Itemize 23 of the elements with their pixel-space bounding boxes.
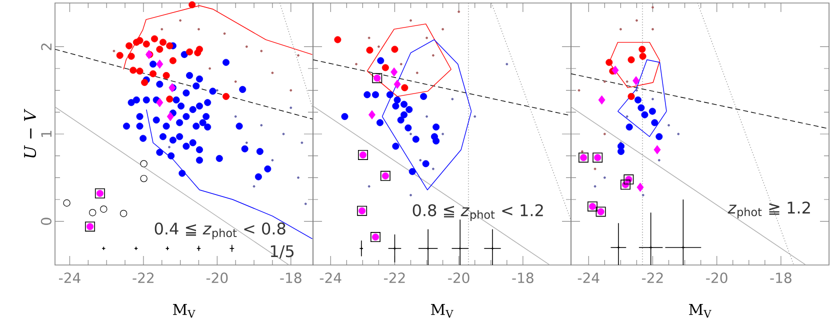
x-axis-title: M$_{V}$ bbox=[173, 304, 196, 318]
x-tick-label: -18 bbox=[770, 272, 792, 284]
x-tick-label: -20 bbox=[206, 272, 228, 284]
x-tick-label: -18 bbox=[512, 272, 534, 284]
x-tick-label: -22 bbox=[642, 272, 663, 283]
annotation: z$_{phot}$ ≧ 1.2 bbox=[728, 202, 810, 218]
x-tick-label: -20 bbox=[706, 272, 728, 284]
x-tick-label: -24 bbox=[59, 272, 80, 283]
annotation: 1/5 bbox=[270, 245, 294, 258]
y-tick-label: 2 bbox=[41, 44, 52, 50]
annotation: 0.4 ≦ z$_{phot}$ < 0.8 bbox=[154, 222, 286, 240]
x-tick-label: -20 bbox=[448, 272, 470, 284]
y-tick-label: 1 bbox=[41, 130, 52, 137]
x-tick-label: -18 bbox=[280, 272, 302, 284]
x-tick-label: -22 bbox=[384, 272, 405, 283]
y-axis-title: U − V bbox=[24, 108, 36, 158]
x-axis-title: M$_{V}$ bbox=[431, 304, 454, 318]
annotation: 0.8 ≦ z$_{phot}$ < 1.2 bbox=[412, 204, 543, 221]
y-tick-label: 0 bbox=[40, 218, 52, 225]
x-tick-label: -24 bbox=[320, 272, 342, 283]
x-tick-label: -22 bbox=[132, 272, 154, 283]
x-tick-label: -24 bbox=[578, 272, 600, 283]
x-axis-title: M$_{V}$ bbox=[689, 304, 712, 318]
